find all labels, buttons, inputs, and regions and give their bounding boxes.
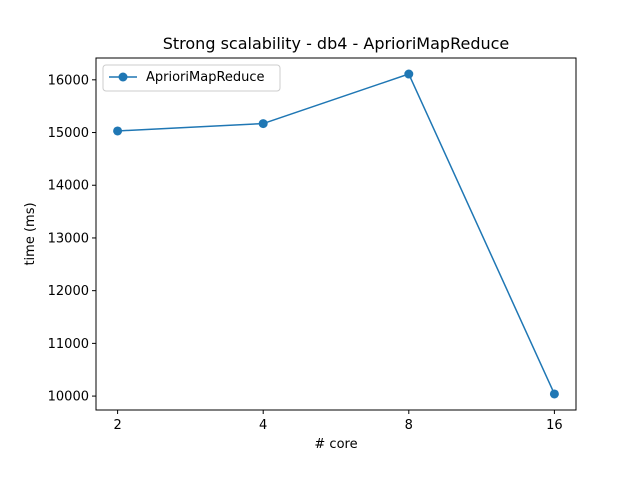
axes-frame [95,57,577,411]
data-point-16 [549,389,559,399]
legend-marker-swatch [118,72,128,82]
legend-label: AprioriMapReduce [146,70,265,85]
x-axis-label: # core [314,437,357,452]
data-point-2 [113,126,123,136]
y-tick-label-15000: 15000 [48,126,89,141]
legend: AprioriMapReduce [102,64,281,92]
x-tick-label-4: 4 [259,418,267,433]
chart-title: Strong scalability - db4 - AprioriMapRed… [163,34,510,53]
y-axis-label: time (ms) [23,202,38,265]
y-tick-label-13000: 13000 [48,231,89,246]
x-tick-label-2: 2 [113,418,121,433]
y-tick-label-14000: 14000 [48,179,89,194]
x-tick-label-8: 8 [405,418,413,433]
data-point-8 [404,69,414,79]
y-tick-label-16000: 16000 [48,73,89,88]
y-tick-label-10000: 10000 [48,390,89,405]
legend-box [102,64,281,92]
plot-area: 2 4 8 16 10000 11000 12000 13000 14000 15000 16000 [48,69,563,433]
y-tick-label-11000: 11000 [48,337,89,352]
y-tick-label-12000: 12000 [48,284,89,299]
series-line-0 [117,73,556,395]
x-tick-label-16: 16 [546,418,563,433]
data-point-4 [258,119,268,129]
